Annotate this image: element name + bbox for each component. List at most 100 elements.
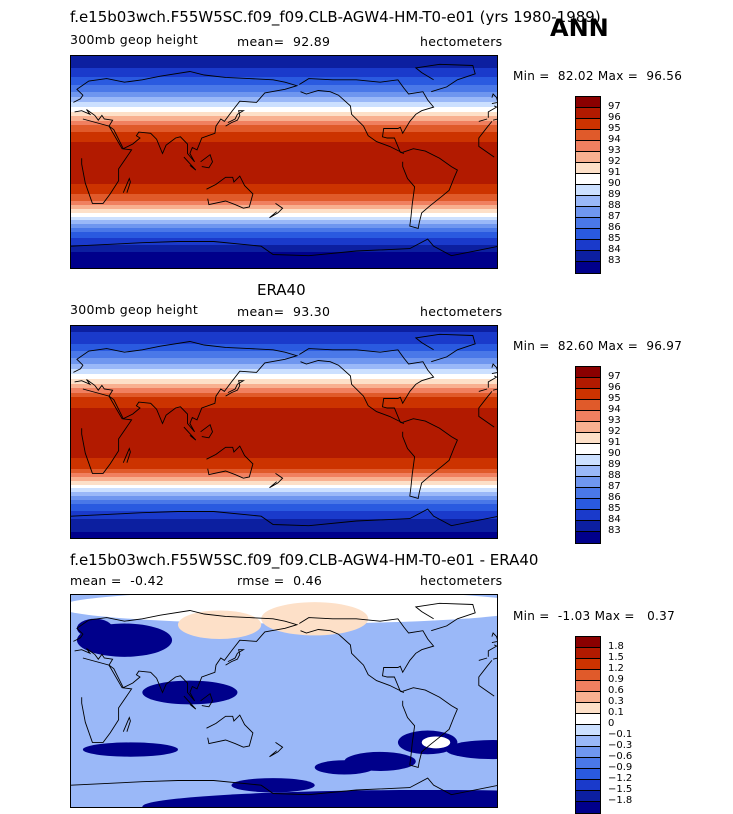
field-band xyxy=(71,514,497,516)
colorbar-tick-label: 87 xyxy=(608,481,621,492)
field-band xyxy=(71,234,497,236)
field-band xyxy=(71,349,497,351)
field-band xyxy=(71,411,497,413)
field-band xyxy=(71,228,497,230)
field-band xyxy=(71,416,497,418)
field-band xyxy=(71,488,497,490)
field-band xyxy=(71,260,497,262)
field-band xyxy=(71,220,497,222)
field-band xyxy=(71,495,497,497)
colorbar-tick-label: 97 xyxy=(608,371,621,382)
colorbar-tick-label: 95 xyxy=(608,393,621,404)
field-band xyxy=(71,140,497,142)
field-band xyxy=(71,268,498,269)
field-band xyxy=(71,535,497,537)
field-band xyxy=(71,245,497,247)
colorbar-tick-label: 94 xyxy=(608,404,621,415)
field-band xyxy=(71,355,497,357)
colorbar-swatch xyxy=(576,163,600,174)
field-band xyxy=(71,365,497,367)
field-band xyxy=(71,401,497,403)
field-band xyxy=(71,184,497,186)
field-band xyxy=(71,85,497,87)
field-band xyxy=(71,368,497,370)
field-band xyxy=(71,239,497,241)
field-band xyxy=(71,345,497,347)
field-band xyxy=(71,445,497,447)
field-band xyxy=(71,397,497,399)
colorbar-swatch xyxy=(576,108,600,119)
field-band xyxy=(71,421,497,423)
coastline-eurasia xyxy=(487,105,497,118)
colorbar-swatch xyxy=(576,218,600,229)
coastline xyxy=(71,333,497,527)
coastline-africa xyxy=(81,388,133,474)
field-band xyxy=(71,58,497,60)
field-band xyxy=(71,190,497,192)
colorbar-swatch xyxy=(576,411,600,422)
field-band xyxy=(71,177,497,179)
field-band xyxy=(71,197,497,199)
field-band xyxy=(71,465,497,467)
field-band xyxy=(71,261,497,263)
panel3-mean: mean = -0.42 xyxy=(70,573,164,588)
field-band xyxy=(71,420,497,422)
field-band xyxy=(71,504,497,506)
field-band xyxy=(71,145,497,147)
field-band xyxy=(71,437,497,439)
field-band xyxy=(71,362,497,364)
field-band xyxy=(71,106,497,108)
field-band xyxy=(71,398,497,400)
coastline-antarctica xyxy=(71,508,497,527)
field-band xyxy=(71,179,497,181)
field-band xyxy=(71,400,497,402)
field-band xyxy=(71,73,497,75)
field-band xyxy=(71,102,497,104)
field-band xyxy=(71,57,497,59)
field-band xyxy=(71,491,497,493)
field-band xyxy=(71,338,497,340)
field-band xyxy=(71,256,497,258)
field-band xyxy=(71,446,497,448)
colorbar-tick-label: 0 xyxy=(608,718,615,729)
coastline-madagascar xyxy=(122,177,131,193)
field-band xyxy=(71,471,497,473)
field-band xyxy=(71,537,497,538)
field-band xyxy=(71,83,497,85)
field-band xyxy=(71,521,497,523)
field-band xyxy=(71,223,497,225)
field-band xyxy=(71,373,497,375)
field-band xyxy=(71,525,497,527)
field-band xyxy=(71,138,497,140)
field-band xyxy=(71,332,497,334)
field-band xyxy=(71,157,497,159)
panel3-rmse-label: rmse = xyxy=(237,573,285,588)
field-band xyxy=(71,110,497,112)
field-band xyxy=(71,483,497,485)
coastline-samerica xyxy=(402,148,458,229)
panel2-min-label: Min = xyxy=(513,339,550,353)
colorbar-swatch xyxy=(576,637,600,648)
coastline-eurasia xyxy=(492,657,497,660)
field-band xyxy=(71,101,497,103)
field-band xyxy=(71,447,497,449)
field-band xyxy=(71,264,497,266)
colorbar-tick-label: 83 xyxy=(608,525,621,536)
field-band xyxy=(71,92,497,94)
field-band xyxy=(71,384,497,386)
panel3-min-label: Min = xyxy=(513,609,550,623)
coastline-indonesia xyxy=(183,695,197,710)
coastline-madagascar xyxy=(122,716,131,732)
field-band xyxy=(71,517,497,519)
field-band xyxy=(71,137,497,139)
field-band xyxy=(71,430,497,432)
field-band xyxy=(71,250,497,252)
field-band xyxy=(71,192,497,194)
field-band xyxy=(71,199,497,201)
field-band xyxy=(71,503,497,505)
field-band xyxy=(71,152,497,154)
field-band xyxy=(71,425,497,427)
field-band xyxy=(71,335,497,337)
colorbar-tick-label: −0.1 xyxy=(608,729,633,740)
field-band xyxy=(71,529,497,531)
